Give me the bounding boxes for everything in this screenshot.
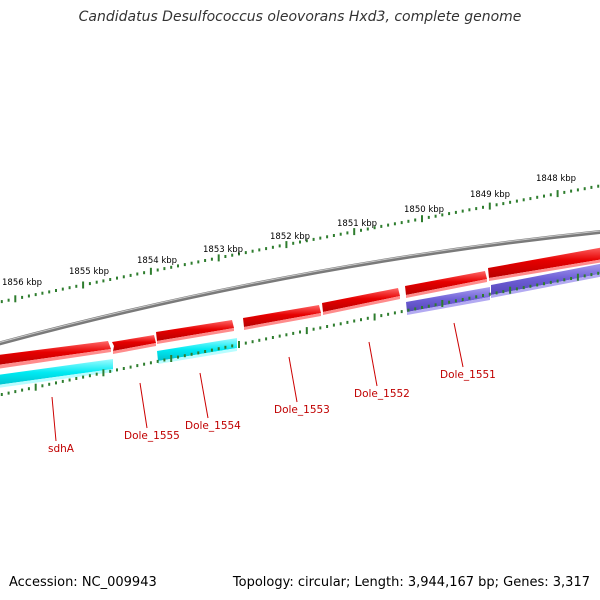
map-title: Candidatus Desulfococcus oleovorans Hxd3… (78, 9, 522, 25)
scale-label: 1854 kbp (137, 256, 177, 266)
scale-label: 1853 kbp (203, 245, 243, 255)
scale-label: 1849 kbp (470, 190, 510, 200)
label-leader-lines (51, 322, 464, 442)
gene-sdhA-region-forward[interactable] (0, 341, 111, 370)
gene-label-Dole_1553[interactable]: Dole_1553 (274, 404, 330, 416)
gene-label-Dole_1551[interactable]: Dole_1551 (440, 369, 496, 381)
gene-Dole_1554[interactable] (157, 338, 237, 364)
scale-label: 1850 kbp (404, 205, 444, 215)
gene-forward-1554a[interactable] (156, 320, 234, 344)
gene-Dole_1553[interactable] (243, 305, 321, 330)
scale-label: 1851 kbp (337, 219, 377, 229)
accession-text: Accession: NC_009943 (9, 575, 157, 590)
gene-forward-1551a[interactable] (405, 271, 487, 298)
genome-backbone-highlight (0, 230, 600, 343)
gene-label-sdhA[interactable]: sdhA (48, 443, 75, 455)
gene-forward-1550[interactable] (488, 246, 600, 281)
gene-label-Dole_1555[interactable]: Dole_1555 (124, 430, 180, 442)
gene-Dole_1552[interactable] (322, 288, 400, 315)
genome-backbone (0, 230, 600, 346)
scale-ticks-inner (0, 271, 600, 396)
gene-reverse-1550[interactable] (491, 262, 600, 298)
gene-label-Dole_1554[interactable]: Dole_1554 (185, 420, 241, 432)
genome-stats-text: Topology: circular; Length: 3,944,167 bp… (232, 575, 590, 590)
scale-ticks-outer (0, 184, 600, 304)
gene-label-Dole_1552[interactable]: Dole_1552 (354, 388, 410, 400)
scale-label: 1855 kbp (69, 267, 109, 277)
scale-label: 1848 kbp (536, 174, 576, 184)
gene-sdhA[interactable] (0, 359, 113, 389)
gene-Dole_1551[interactable] (406, 287, 490, 315)
scale-label: 1852 kbp (270, 232, 310, 242)
scale-label: 1856 kbp (2, 278, 42, 288)
gene-Dole_1555[interactable] (112, 335, 156, 354)
